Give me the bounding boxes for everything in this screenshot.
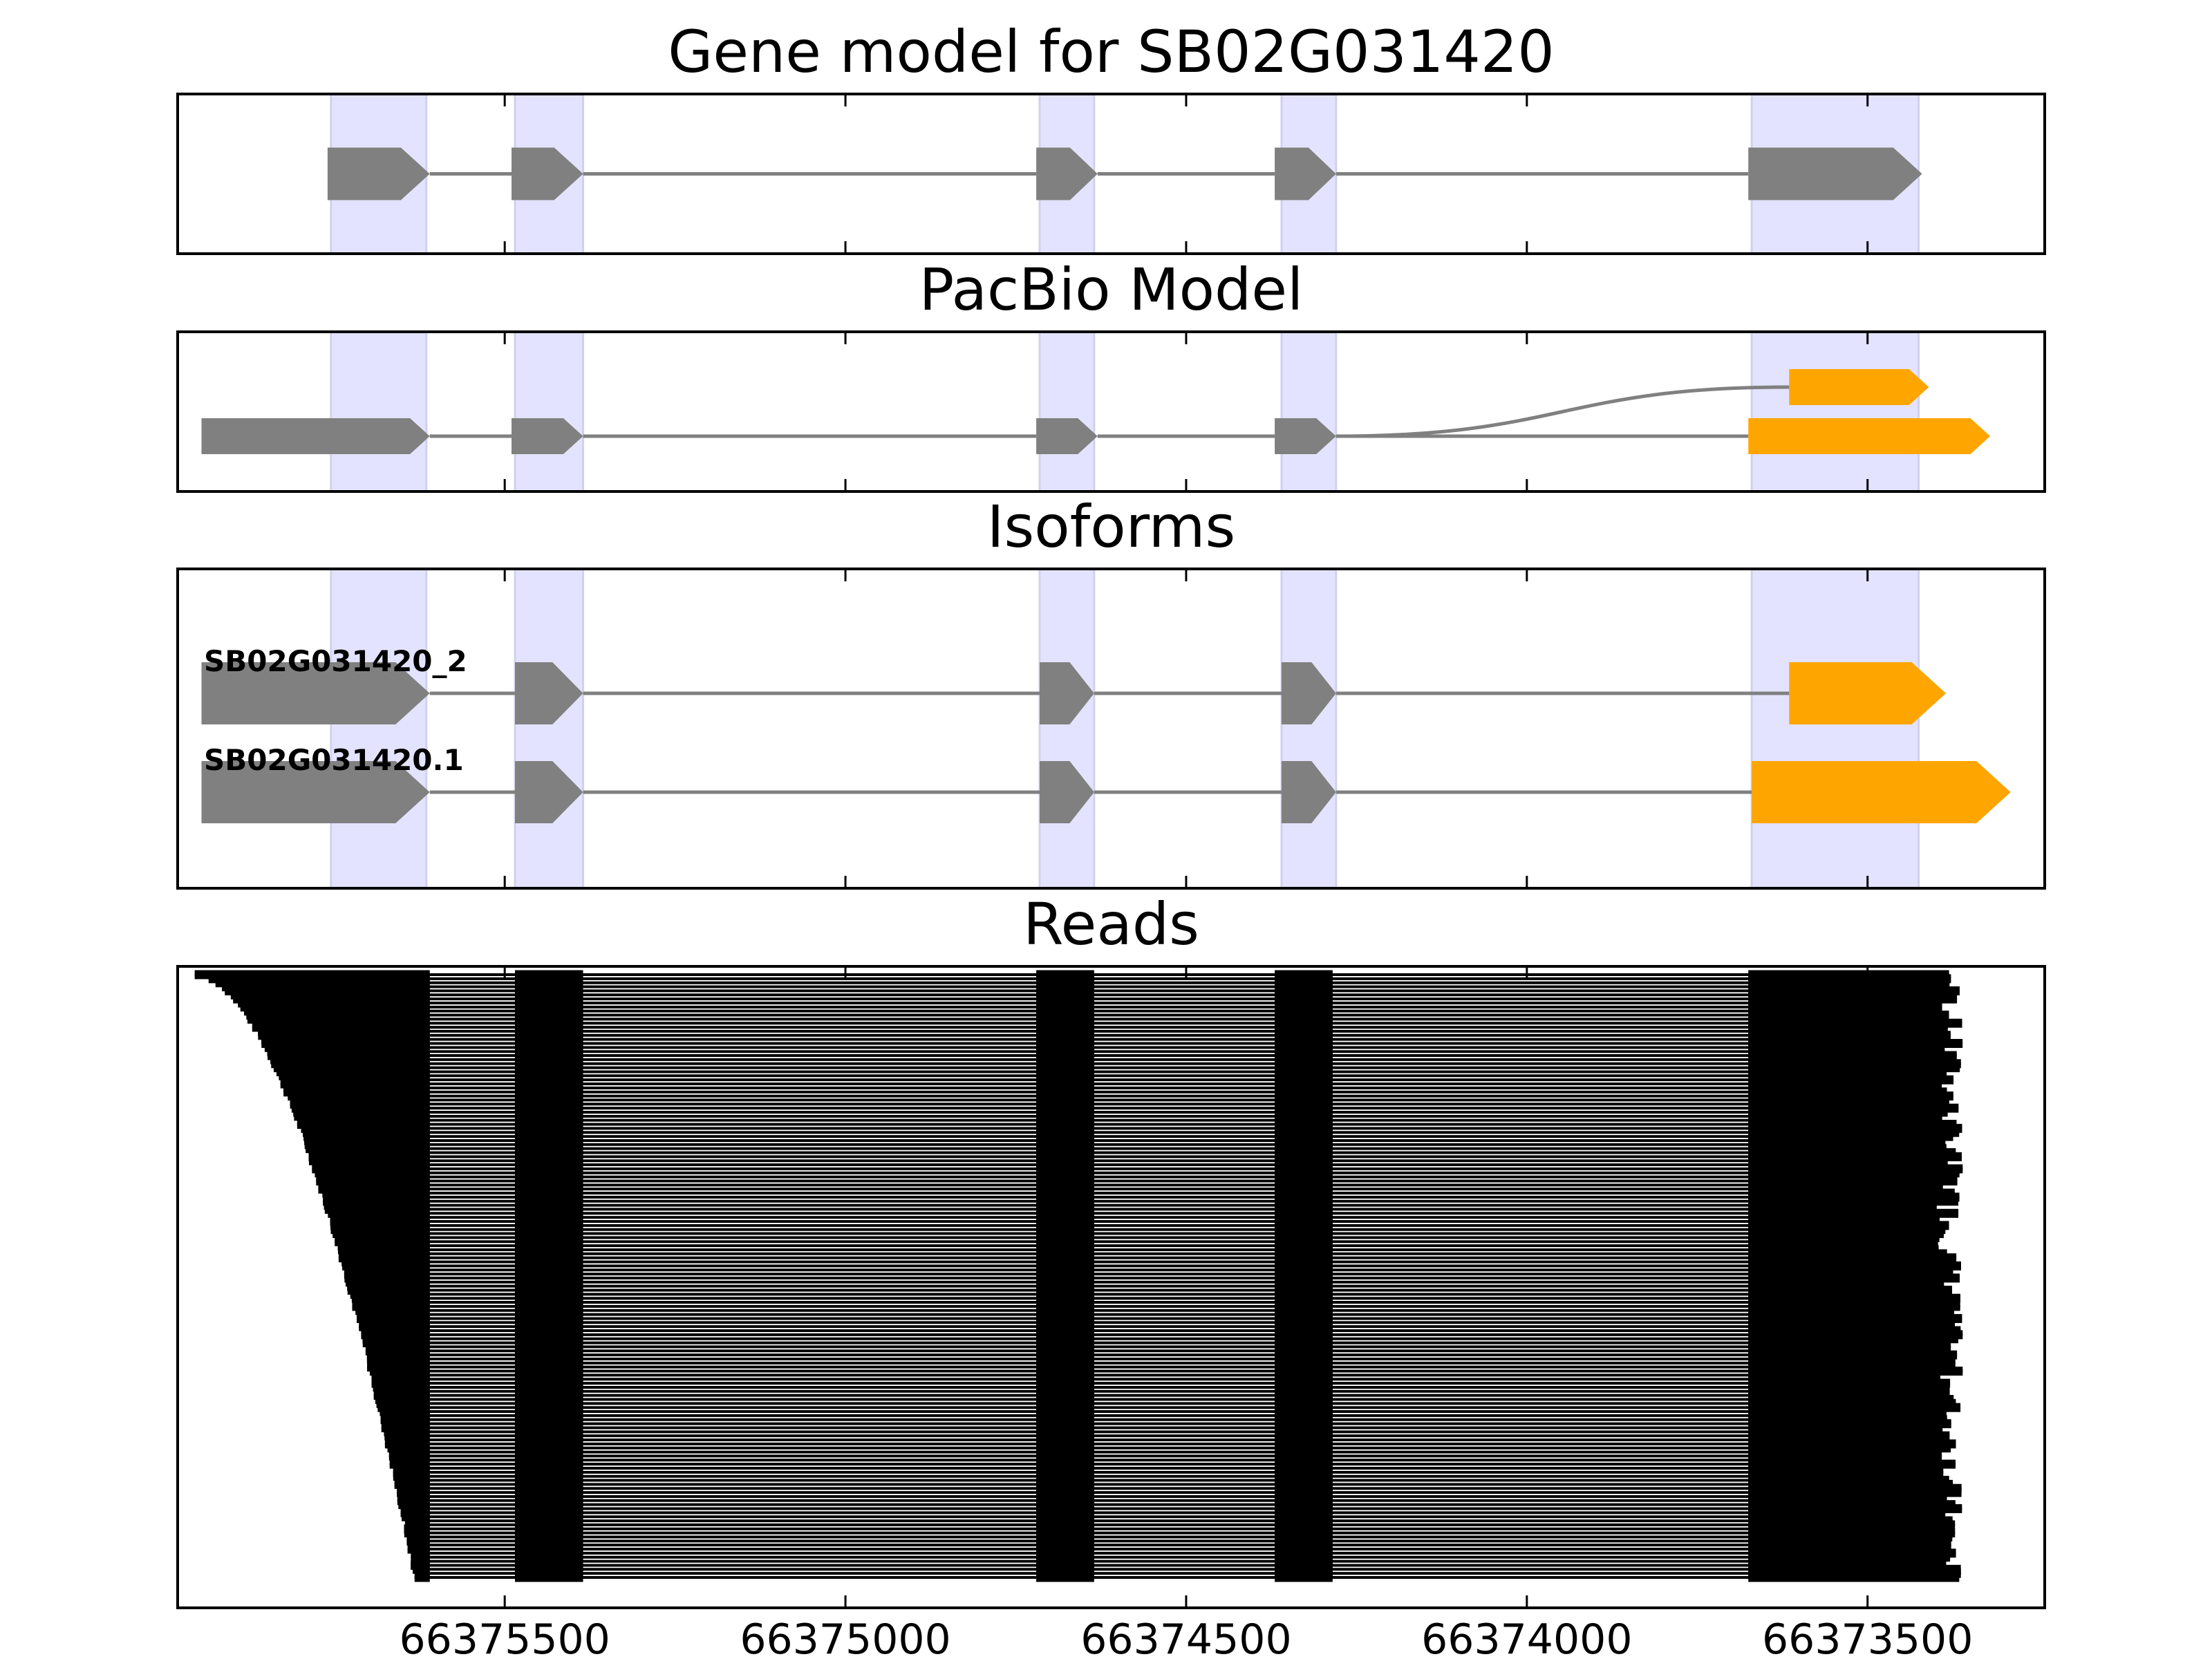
isoform-1-exon-2 [515,662,583,724]
exon-highlight-band [514,568,585,890]
x-tick-label: 66375000 [740,1615,950,1659]
gene-model-exon-4 [1275,147,1336,200]
exon-highlight-band [1038,568,1096,890]
x-tick-label: 66375500 [399,1615,610,1659]
pacbio-alternative-junction [1335,385,1790,438]
gene-model-exon-1 [327,147,430,200]
panel-gene_model: Gene model for SB02G031420 [176,18,2046,255]
exon-highlight-band [514,330,585,493]
exon-highlight-band [1280,568,1338,890]
panel-frame [176,568,2046,890]
gene-model-exon-2 [512,147,583,200]
isoform-label: SB02G031420.1 [204,743,464,777]
panel-title: Reads [1023,890,1199,958]
pacbio-exon-4 [1275,418,1336,454]
panel-title: PacBio Model [919,256,1304,324]
x-tick-label: 66374000 [1421,1615,1632,1659]
exon-highlight-band [330,330,428,493]
isoform-1-exon-3 [1040,662,1094,724]
pacbio-exon-3 [1036,418,1098,454]
isoform-1-exon-1 [201,662,430,724]
isoform-2-exon-4 [1281,761,1336,823]
panels-layer: Gene model for SB02G031420 PacBio Model Is… [176,18,2046,1659]
isoform-2-exon-3 [1040,761,1094,823]
pacbio-exon-2 [512,418,583,454]
pacbio-alternative-exon [1789,369,1929,405]
isoform-label: SB02G031420_2 [204,644,467,678]
gene-model-exon-3 [1036,147,1098,200]
panel-frame [176,93,2046,255]
panel-isoforms: Isoforms SB02G031420_2 SB02G031420.1 [176,493,2046,890]
panel-frame [176,330,2046,493]
exon-highlight-band [330,568,428,890]
read [414,1573,1960,1582]
panel-reads: Reads [176,890,2046,1609]
isoform-2-exon-1 [201,761,430,823]
exon-highlight-band [1280,330,1338,493]
exon-highlight-band [1750,568,1920,890]
isoform-2-exon-2 [515,761,583,823]
isoform-1-exon-5 [1789,662,1947,724]
panel-title: Gene model for SB02G031420 [668,18,1554,86]
panel-title: Isoforms [987,493,1236,561]
pacbio-exon-1 [201,418,430,454]
isoform-1-exon-4 [1281,662,1336,724]
x-tick-label: 66373500 [1762,1615,1973,1659]
isoform-2-exon-5 [1752,761,2011,823]
gene-model-exon-5 [1748,147,1922,200]
exon-highlight-band [1038,330,1096,493]
x-tick-label: 66374500 [1080,1615,1291,1659]
pacbio-exon-5 [1748,418,1991,454]
panel-frame [176,965,2046,1609]
exon-highlight-band [1750,330,1920,493]
panel-pacbio: PacBio Model [176,256,2046,493]
